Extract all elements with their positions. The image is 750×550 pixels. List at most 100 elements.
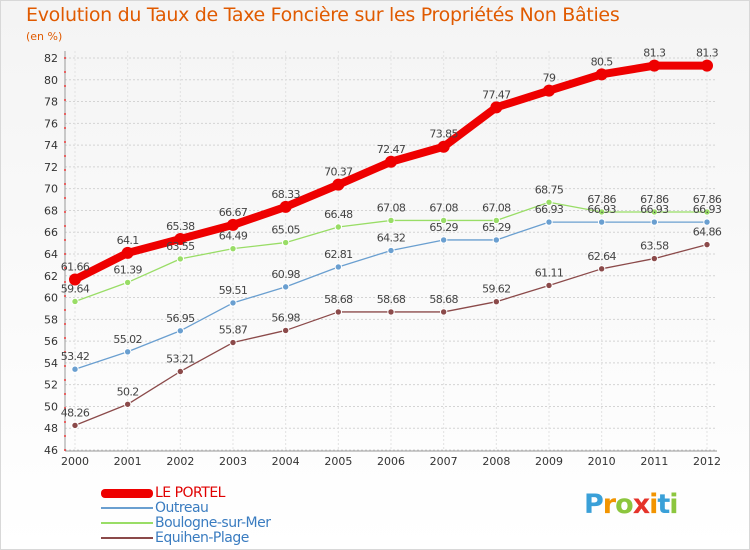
data-label: 59.64 [61, 282, 90, 295]
data-label: 50.2 [117, 385, 139, 398]
data-point [71, 421, 79, 430]
data-point [703, 208, 711, 216]
data-point [227, 218, 239, 231]
data-label: 53.21 [166, 352, 195, 365]
data-point [387, 246, 395, 255]
data-point [439, 308, 448, 316]
data-point [492, 236, 501, 244]
y-tick-label: 80 [44, 74, 58, 87]
data-label: 73.85 [429, 128, 458, 141]
x-tick-label: 2007 [430, 455, 458, 468]
data-label: 63.58 [640, 240, 669, 253]
data-label: 62.64 [587, 250, 616, 263]
data-label: 66.93 [640, 203, 669, 216]
y-tick-label: 70 [44, 183, 58, 196]
data-point [597, 218, 606, 226]
x-tick-label: 2011 [640, 455, 668, 468]
data-point [490, 101, 503, 114]
data-point [650, 218, 659, 226]
logo-letter: t [657, 489, 670, 520]
x-tick-label: 2012 [693, 455, 721, 468]
y-tick-label: 78 [44, 96, 58, 109]
data-point [176, 367, 185, 376]
data-label: 66.93 [535, 203, 564, 216]
y-tick-label: 54 [44, 357, 58, 370]
data-point [176, 255, 185, 263]
legend: LE PORTEL Outreau Boulogne-sur-Mer Equih… [101, 485, 341, 546]
data-point [69, 273, 81, 286]
data-label: 68.75 [535, 183, 564, 196]
data-label: 62.81 [324, 248, 353, 261]
data-point [703, 240, 711, 249]
data-label: 70.37 [324, 166, 353, 179]
data-label: 67.86 [640, 193, 669, 206]
data-point [437, 140, 450, 153]
data-label: 59.51 [219, 284, 248, 297]
legend-label: LE PORTEL [155, 485, 225, 501]
data-label: 66.67 [219, 206, 248, 219]
data-point [334, 263, 343, 271]
data-point [703, 218, 711, 226]
legend-label: Outreau [155, 500, 209, 516]
data-point [492, 297, 501, 306]
data-label: 65.05 [271, 224, 300, 237]
x-tick-label: 2004 [272, 455, 300, 468]
data-point [545, 218, 553, 226]
data-point [545, 281, 553, 290]
legend-swatch [101, 507, 153, 509]
logo-letter: o [615, 489, 634, 520]
data-label: 67.08 [482, 201, 511, 214]
data-point [387, 308, 395, 316]
x-tick-label: 2001 [114, 455, 142, 468]
data-point [332, 178, 345, 191]
logo-letter: x [632, 489, 650, 520]
y-tick-label: 46 [44, 444, 58, 457]
data-label: 65.38 [166, 220, 195, 233]
data-point [492, 216, 501, 225]
data-point [650, 208, 659, 216]
data-label: 66.48 [324, 208, 353, 221]
data-label: 64.1 [117, 234, 139, 247]
data-label: 67.86 [587, 193, 616, 206]
x-tick-label: 2006 [377, 455, 405, 468]
data-label: 64.86 [693, 226, 722, 239]
proxiti-logo: Proxiti [584, 489, 679, 520]
data-label: 81.3 [643, 47, 666, 60]
data-label: 61.39 [113, 263, 142, 276]
logo-letter: r [602, 489, 616, 520]
data-point [281, 238, 290, 247]
data-label: 61.66 [61, 260, 90, 273]
logo-letter: P [584, 489, 604, 520]
data-label: 68.33 [271, 188, 300, 201]
data-label: 60.98 [271, 268, 300, 281]
data-label: 72.47 [377, 143, 406, 156]
data-label: 67.08 [377, 201, 406, 214]
data-point [71, 365, 79, 373]
data-label: 58.68 [377, 293, 406, 306]
y-tick-label: 60 [44, 292, 58, 305]
x-tick-label: 2005 [324, 455, 352, 468]
legend-label: Equihen-Plage [155, 530, 249, 546]
x-tick-label: 2010 [588, 455, 616, 468]
x-tick-label: 2002 [166, 455, 194, 468]
y-tick-label: 66 [44, 226, 58, 239]
x-tick-label: 2009 [535, 455, 563, 468]
data-point [229, 338, 237, 347]
y-tick-label: 74 [44, 139, 58, 152]
data-label: 58.68 [429, 293, 458, 306]
x-tick-label: 2008 [482, 455, 510, 468]
data-point [387, 216, 395, 225]
y-tick-label: 64 [44, 248, 58, 261]
data-label: 64.49 [219, 230, 248, 243]
y-tick-label: 68 [44, 204, 58, 217]
data-point [123, 278, 132, 287]
x-tick-label: 2003 [219, 455, 247, 468]
y-tick-label: 62 [44, 270, 58, 283]
logo-letter: i [669, 489, 678, 520]
data-point [334, 308, 343, 316]
data-label: 66.93 [587, 203, 616, 216]
y-tick-label: 48 [44, 422, 58, 435]
data-point [229, 244, 237, 253]
